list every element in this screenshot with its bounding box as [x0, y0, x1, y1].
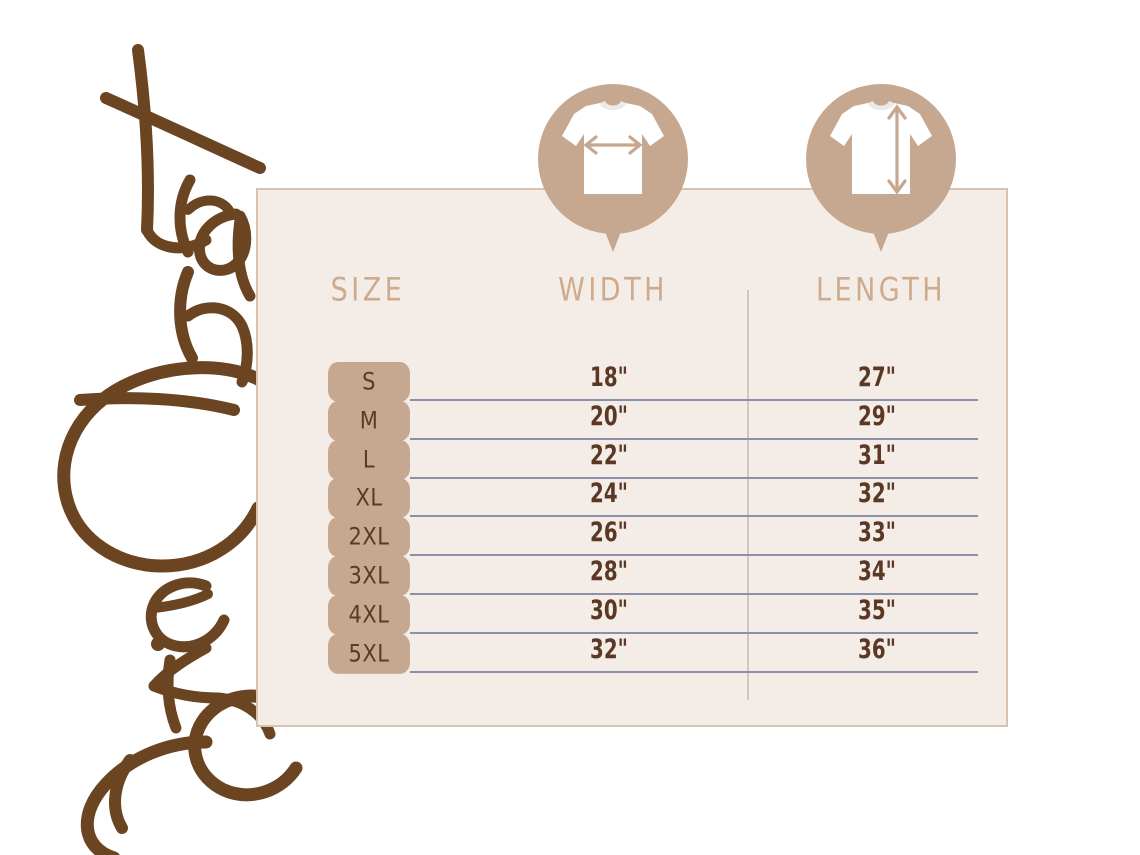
column-header-width: WIDTH: [558, 272, 668, 309]
length-value: 33": [858, 518, 896, 549]
table-row[interactable]: 5XL 32" 36": [328, 633, 978, 674]
length-value: 34": [858, 557, 896, 587]
length-value: 31": [858, 440, 896, 471]
row-separator: [410, 515, 978, 518]
row-separator: [410, 399, 978, 401]
table-row[interactable]: L 22" 31": [328, 439, 978, 480]
row-separator: [410, 631, 978, 634]
length-value: 36": [858, 634, 896, 665]
width-value: 24": [590, 479, 628, 510]
row-separator: [410, 670, 978, 673]
table-row[interactable]: XL 24" 32": [328, 478, 978, 519]
table-row[interactable]: S 18" 27": [328, 362, 978, 402]
row-separator: [410, 476, 978, 479]
width-value: 22": [590, 440, 628, 471]
width-value: 26": [590, 518, 628, 549]
size-badge: 2XL: [328, 517, 410, 558]
width-value: 28": [590, 557, 628, 587]
width-value: 18": [590, 363, 628, 393]
width-value: 20": [590, 401, 628, 432]
row-separator: [410, 437, 978, 440]
size-badge: 4XL: [328, 594, 410, 635]
tshirt-length-icon-svg: [806, 84, 956, 252]
table-row[interactable]: 3XL 28" 34": [328, 556, 978, 596]
table-row[interactable]: 2XL 26" 33": [328, 517, 978, 558]
size-badge: M: [328, 400, 410, 441]
table-row[interactable]: M 20" 29": [328, 400, 978, 441]
width-value: 32": [590, 634, 628, 665]
length-value: 32": [858, 479, 896, 510]
tshirt-width-icon-svg: [538, 84, 688, 252]
size-badge: 5XL: [328, 633, 410, 674]
length-value: 27": [858, 363, 896, 393]
table-row[interactable]: 4XL 30" 35": [328, 594, 978, 635]
length-value: 29": [858, 401, 896, 432]
size-badge: XL: [328, 478, 410, 519]
size-badge: 3XL: [328, 556, 410, 596]
column-header-length: LENGTH: [815, 272, 947, 309]
tshirt-width-icon: [538, 84, 688, 260]
tshirt-length-icon: [806, 84, 956, 260]
length-value: 35": [858, 595, 896, 626]
size-badge: L: [328, 439, 410, 480]
column-divider: [747, 290, 749, 700]
row-separator: [410, 593, 978, 595]
width-value: 30": [590, 595, 628, 626]
row-separator: [410, 554, 978, 557]
column-header-size: SIZE: [330, 272, 406, 309]
size-badge: S: [328, 362, 410, 402]
